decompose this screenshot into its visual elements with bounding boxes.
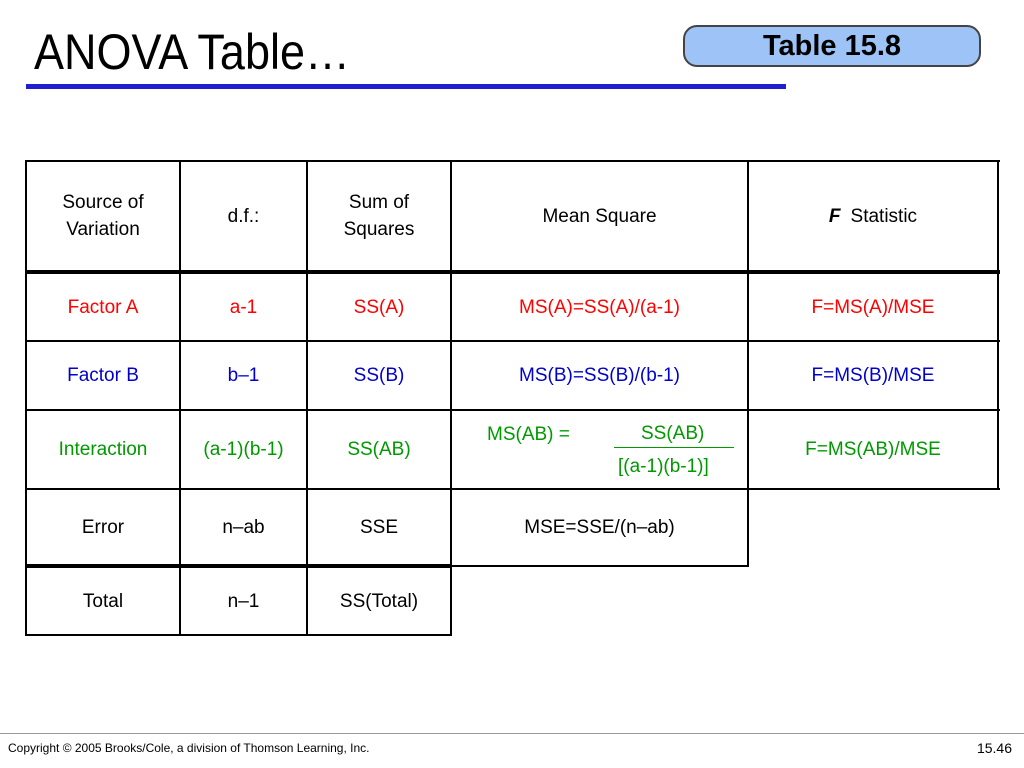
row-interaction-df: (a-1)(b-1)	[203, 439, 284, 460]
row-factor-b-df: b–1	[227, 365, 260, 386]
slide-title: ANOVA Table…	[34, 24, 350, 80]
header-source: Source of Variation	[62, 192, 144, 240]
header-df: d.f.:	[227, 205, 260, 227]
ms-ab-numerator: SS(AB)	[641, 423, 705, 444]
row-error-ms: MSE=SSE/(n–ab)	[524, 517, 675, 538]
row-factor-a-df: a-1	[229, 296, 258, 318]
table-line	[25, 409, 1000, 411]
row-total-source: Total	[82, 590, 124, 612]
row-factor-a-f: F=MS(A)/MSE	[811, 296, 935, 318]
table-line	[997, 160, 999, 490]
row-factor-b-ms: MS(B)=SS(B)/(b-1)	[519, 365, 680, 386]
row-factor-a-ss: SS(A)	[353, 296, 405, 318]
table-line	[25, 160, 27, 636]
table-line	[25, 160, 1000, 162]
table-line	[25, 634, 452, 636]
table-line	[451, 565, 749, 567]
table-line	[747, 160, 749, 567]
row-factor-b-ss: SS(B)	[353, 365, 405, 386]
table-line	[25, 488, 1000, 490]
table-line	[25, 340, 1000, 342]
row-factor-a-ms: MS(A)=SS(A)/(a-1)	[519, 296, 680, 318]
ms-ab-denominator: [(a-1)(b-1)]	[618, 456, 709, 477]
row-interaction-ss: SS(AB)	[347, 439, 411, 460]
ms-ab-fraction-bar	[614, 447, 734, 448]
table-line	[306, 160, 308, 636]
header-f-letter: F	[828, 205, 841, 227]
row-total-ss: SS(Total)	[339, 590, 419, 612]
row-factor-b-source: Factor B	[67, 365, 139, 386]
row-total-df: n–1	[227, 590, 260, 612]
table-number-badge: Table 15.8	[683, 25, 981, 67]
row-error-df: n–ab	[222, 516, 265, 538]
ms-ab-lhs: MS(AB) =	[487, 424, 570, 445]
table-line	[179, 160, 181, 636]
table-line	[25, 564, 452, 568]
header-mean-square: Mean Square	[542, 205, 657, 227]
slide-number: 15.46	[976, 740, 1012, 756]
row-error-source: Error	[81, 516, 125, 538]
row-interaction-ms: MS(AB) = SS(AB) [(a-1)(b-1)]	[452, 411, 747, 488]
copyright-notice: Copyright © 2005 Brooks/Cole, a division…	[8, 741, 370, 755]
row-factor-b-f: F=MS(B)/MSE	[811, 365, 935, 386]
row-interaction-f: F=MS(AB)/MSE	[805, 439, 941, 460]
header-sum-of-squares: Sum of Squares	[343, 192, 415, 240]
header-f-statistic: F Statistic	[749, 162, 997, 270]
row-error-ss: SSE	[359, 516, 399, 538]
title-underline	[26, 84, 786, 89]
table-line	[25, 270, 1000, 274]
table-line	[450, 160, 452, 636]
row-factor-a-source: Factor A	[67, 296, 139, 318]
header-f-label: Statistic	[850, 205, 918, 227]
footer-divider	[0, 733, 1024, 734]
row-interaction-source: Interaction	[58, 439, 148, 460]
